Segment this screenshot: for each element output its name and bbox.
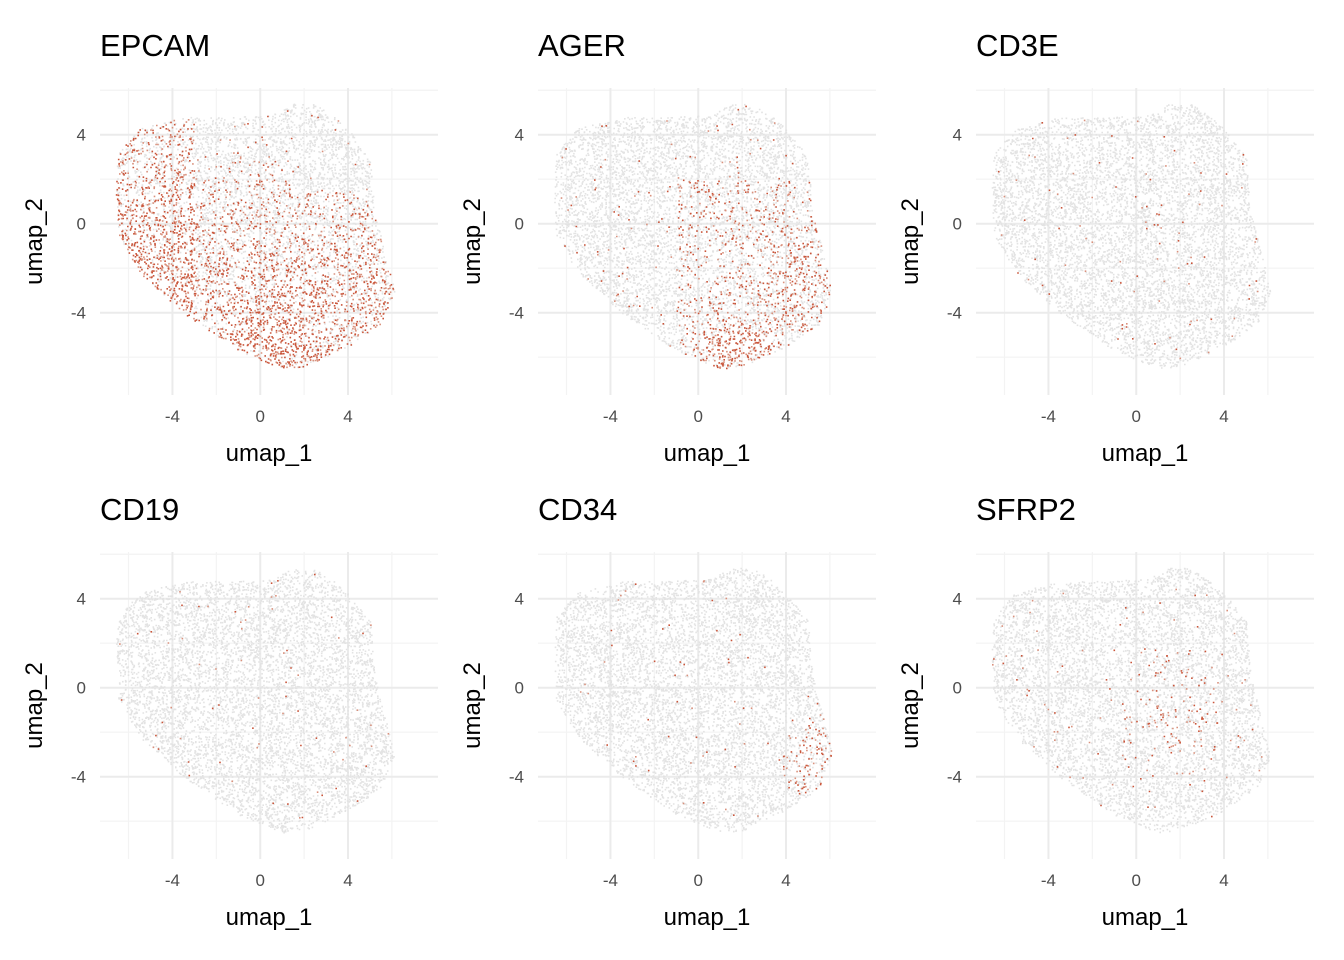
y-tick-label: 4: [515, 590, 524, 609]
panel-cd19: CD19 -4 0 4 -4 0 4 umap_1 umap_2: [21, 492, 438, 931]
cell-points-epcam: [115, 103, 396, 369]
x-axis-title: umap_1: [1102, 440, 1189, 467]
y-tick-label: -4: [509, 304, 524, 323]
x-tick-label: 0: [1131, 407, 1140, 426]
y-axis-title: umap_2: [21, 198, 48, 285]
y-tick-label: -4: [947, 304, 962, 323]
y-tick-label: 4: [77, 126, 86, 145]
y-tick-label: 0: [515, 679, 524, 698]
y-tick-label: -4: [509, 768, 524, 787]
x-axis-title: umap_1: [664, 440, 751, 467]
cell-points-cd34: [554, 567, 833, 833]
x-tick-label: 0: [255, 871, 264, 890]
y-tick-label: 4: [953, 126, 962, 145]
y-tick-label: 4: [515, 126, 524, 145]
mid-expression-cells: [992, 588, 1263, 808]
x-tick-label: -4: [165, 871, 180, 890]
cell-points-cd19: [116, 569, 395, 834]
y-tick-label: -4: [71, 768, 86, 787]
y-tick-label: 0: [77, 215, 86, 234]
y-axis-title: umap_2: [21, 662, 48, 749]
cell-points-sfrp2: [991, 567, 1270, 834]
y-tick-label: 0: [77, 679, 86, 698]
y-axis-title: umap_2: [897, 662, 924, 749]
panel-sfrp2: SFRP2 -4 0 4 -4 0 4 umap_1 umap_2: [897, 492, 1314, 931]
x-tick-label: -4: [603, 407, 618, 426]
x-axis-title: umap_1: [226, 904, 313, 931]
x-tick-label: -4: [603, 871, 618, 890]
x-tick-label: 0: [693, 407, 702, 426]
x-tick-label: 0: [1131, 871, 1140, 890]
y-tick-label: 4: [77, 590, 86, 609]
x-tick-label: -4: [1041, 871, 1056, 890]
y-tick-label: -4: [71, 304, 86, 323]
y-tick-label: 0: [515, 215, 524, 234]
mid-expression-cells: [117, 119, 395, 369]
panel-title: CD19: [100, 492, 179, 527]
panel-cd3e: CD3E -4 0 4 -4 0 4 umap_1 umap_2: [897, 28, 1314, 467]
y-axis-title: umap_2: [897, 198, 924, 285]
panel-title: CD34: [538, 492, 617, 527]
panel-epcam: EPCAM -4 0 4 -4 0 4 umap_1 umap_2: [21, 28, 438, 467]
x-axis-title: umap_1: [226, 440, 313, 467]
x-tick-label: 4: [1219, 407, 1228, 426]
x-tick-label: 4: [343, 407, 352, 426]
x-tick-label: 4: [1219, 871, 1228, 890]
panel-title: EPCAM: [100, 28, 210, 63]
x-tick-label: 4: [781, 871, 790, 890]
x-tick-label: -4: [165, 407, 180, 426]
y-tick-label: -4: [947, 768, 962, 787]
x-tick-label: 0: [693, 871, 702, 890]
x-tick-label: 4: [781, 407, 790, 426]
low-expression-cells: [991, 104, 1272, 369]
panel-title: CD3E: [976, 28, 1059, 63]
x-tick-label: 4: [343, 871, 352, 890]
y-axis-title: umap_2: [459, 198, 486, 285]
x-tick-label: -4: [1041, 407, 1056, 426]
low-expression-cells: [991, 567, 1270, 834]
panel-ager: AGER -4 0 4 -4 0 4 umap_1 umap_2: [459, 28, 876, 467]
y-tick-label: 4: [953, 590, 962, 609]
panel-title: AGER: [538, 28, 626, 63]
cell-points-ager: [554, 103, 831, 370]
panel-cd34: CD34 -4 0 4 -4 0 4 umap_1 umap_2: [459, 492, 876, 931]
y-axis-title: umap_2: [459, 662, 486, 749]
x-tick-label: 0: [255, 407, 264, 426]
low-expression-cells: [554, 103, 831, 369]
y-tick-label: 0: [953, 679, 962, 698]
panel-title: SFRP2: [976, 492, 1076, 527]
low-expression-cells: [116, 103, 396, 368]
low-expression-cells: [554, 567, 832, 833]
y-tick-label: 0: [953, 215, 962, 234]
x-axis-title: umap_1: [664, 904, 751, 931]
low-expression-cells: [116, 569, 395, 834]
cell-points-cd3e: [991, 104, 1272, 369]
x-axis-title: umap_1: [1102, 904, 1189, 931]
